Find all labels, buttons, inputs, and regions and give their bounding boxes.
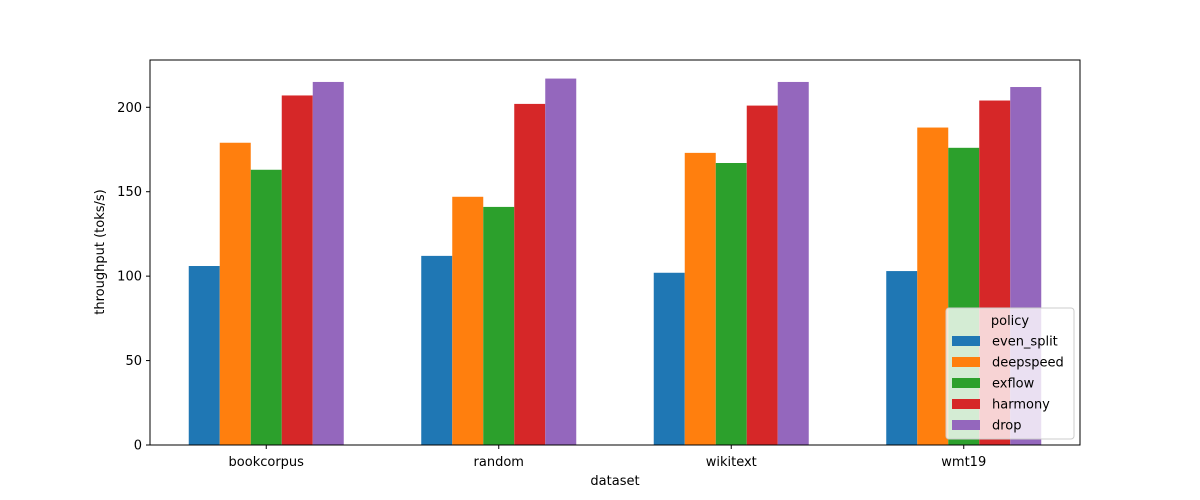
- y-axis-label: throughput (toks/s): [93, 189, 108, 314]
- y-tick-label: 0: [134, 439, 142, 454]
- bar-exflow-wikitext: [715, 163, 747, 445]
- legend-swatch-harmony: [952, 399, 980, 409]
- legend-label-harmony: harmony: [992, 398, 1050, 413]
- y-tick-label: 200: [117, 101, 142, 116]
- bar-drop-random: [545, 78, 577, 445]
- bar-harmony-random: [514, 103, 546, 446]
- x-tick-label-wmt19: wmt19: [941, 455, 986, 470]
- bar-deepspeed-random: [452, 196, 484, 445]
- y-tick-label: 150: [117, 185, 142, 200]
- legend-swatch-exflow: [952, 378, 980, 388]
- bar-drop-bookcorpus: [312, 81, 344, 445]
- bar-drop-wikitext: [777, 81, 809, 445]
- legend-label-deepspeed: deepspeed: [992, 356, 1064, 371]
- bar-harmony-wikitext: [746, 105, 778, 445]
- bar-even_split-wmt19: [886, 271, 918, 445]
- legend-swatch-drop: [952, 420, 980, 430]
- bar-harmony-bookcorpus: [281, 95, 313, 446]
- bars-group: [188, 78, 1042, 446]
- y-tick-label: 50: [125, 354, 142, 369]
- bar-deepspeed-wmt19: [917, 127, 949, 445]
- y-axis: 0 50 100 150 200: [117, 101, 150, 454]
- x-axis-label: dataset: [590, 474, 639, 489]
- legend-label-even_split: even_split: [992, 335, 1058, 350]
- x-tick-label-wikitext: wikitext: [706, 455, 757, 470]
- bar-even_split-random: [421, 255, 453, 445]
- bar-deepspeed-wikitext: [684, 152, 716, 445]
- bar-even_split-wikitext: [653, 272, 685, 445]
- x-tick-label-random: random: [474, 455, 524, 470]
- legend-swatch-deepspeed: [952, 357, 980, 367]
- y-tick-label: 100: [117, 270, 142, 285]
- legend-swatch-even_split: [952, 336, 980, 346]
- bar-exflow-random: [483, 206, 515, 445]
- bar-even_split-bookcorpus: [188, 266, 220, 445]
- legend: policy even_split deepspeed exflow harmony dr…: [945, 307, 1075, 440]
- legend-label-exflow: exflow: [992, 377, 1035, 392]
- legend-title: policy: [991, 314, 1030, 329]
- legend-label-drop: drop: [992, 419, 1022, 434]
- plot-frame: [149, 59, 1081, 446]
- x-tick-label-bookcorpus: bookcorpus: [229, 455, 305, 470]
- bar-deepspeed-bookcorpus: [219, 142, 251, 446]
- x-axis: bookcorpus random wikitext wmt19: [229, 445, 986, 470]
- bar-exflow-bookcorpus: [250, 169, 282, 445]
